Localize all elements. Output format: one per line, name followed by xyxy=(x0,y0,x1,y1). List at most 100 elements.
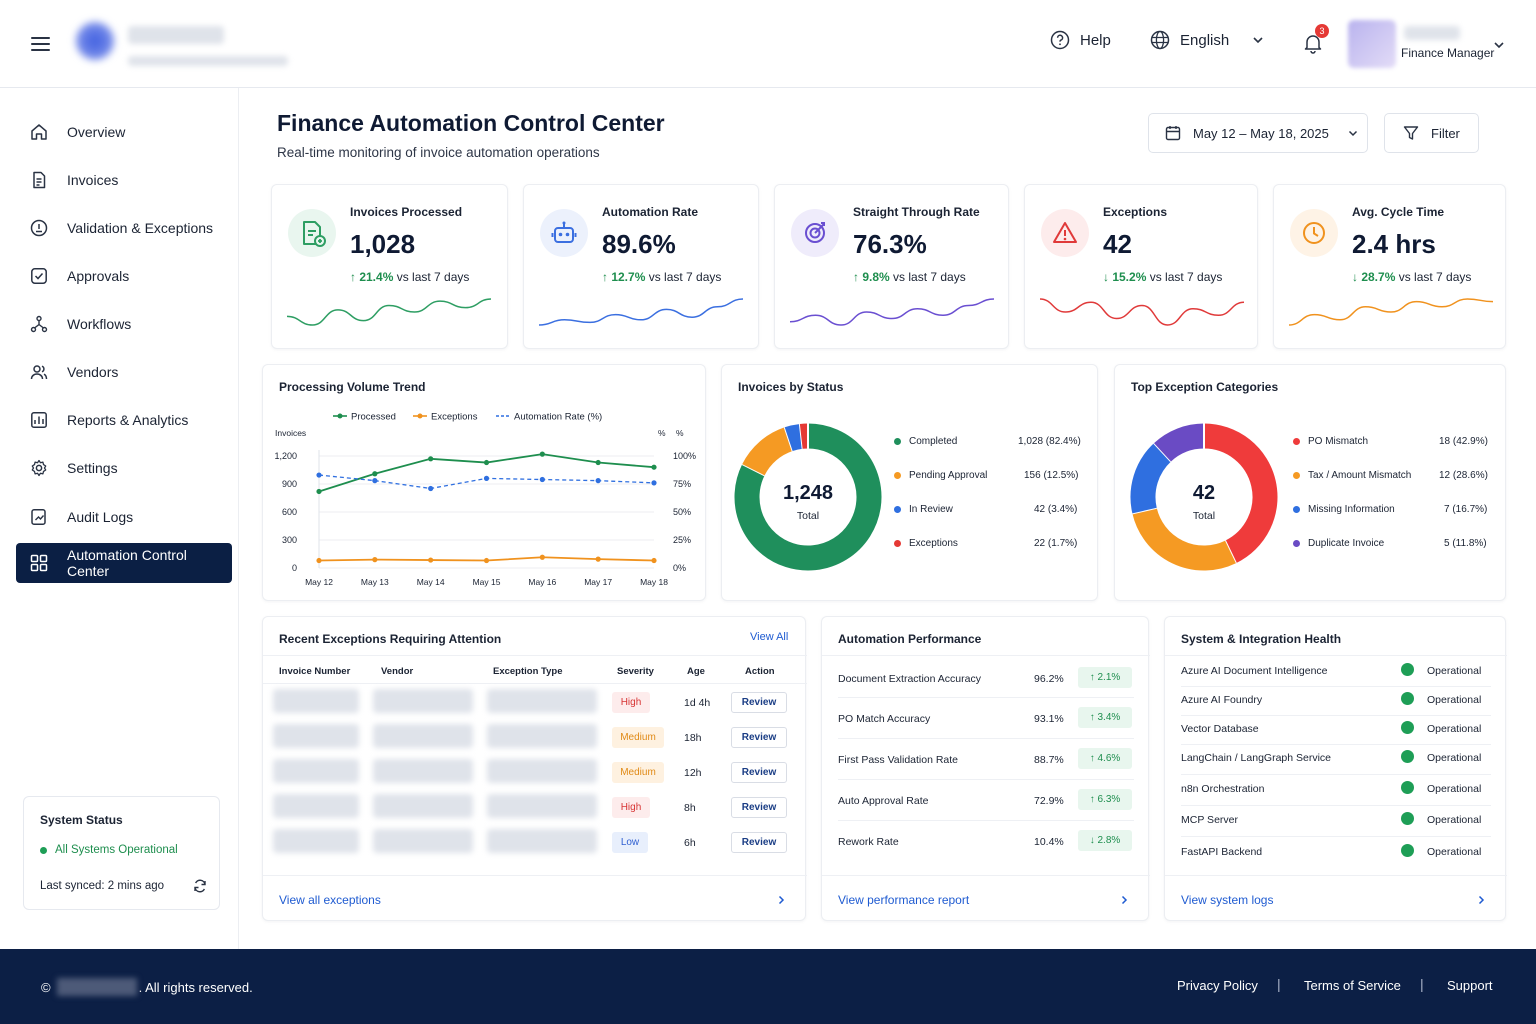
avatar[interactable] xyxy=(1348,20,1396,68)
language-select[interactable]: English xyxy=(1150,30,1265,50)
kpi-value: 42 xyxy=(1103,229,1132,259)
legend-label: Exceptions xyxy=(909,538,958,549)
sidebar-item-label: Settings xyxy=(67,460,118,476)
privacy-policy-link[interactable]: Privacy Policy xyxy=(1177,978,1258,993)
sidebar-item-approvals[interactable]: Approvals xyxy=(16,256,232,296)
chevron-right-icon[interactable] xyxy=(1475,894,1487,906)
user-name-redacted xyxy=(1404,26,1460,40)
notifications-button[interactable]: 3 xyxy=(1302,24,1329,59)
kpi-card-invoices-processed[interactable]: Invoices Processed 1,028 ↑ 21.4% vs last… xyxy=(271,184,508,349)
y2-tick-label: 100% xyxy=(673,451,696,461)
card-title: System & Integration Health xyxy=(1181,632,1342,646)
kpi-card-straight-through-rate[interactable]: Straight Through Rate 76.3% ↑ 9.8% vs la… xyxy=(774,184,1009,349)
help-button[interactable]: Help xyxy=(1050,30,1111,50)
kpi-value: 76.3% xyxy=(853,229,927,259)
y2-tick-label: 50% xyxy=(673,507,691,517)
review-button[interactable]: Review xyxy=(731,832,787,853)
sidebar-item-validation[interactable]: Validation & Exceptions xyxy=(16,208,232,248)
copyright-symbol: © xyxy=(41,979,51,995)
severity-badge: Medium xyxy=(612,762,664,783)
sidebar-item-invoices[interactable]: Invoices xyxy=(16,160,232,200)
y-axis-label: Invoices xyxy=(275,428,306,438)
data-point xyxy=(539,451,545,457)
sidebar-item-vendors[interactable]: Vendors xyxy=(16,352,232,392)
health-row: LangChain / LangGraph Service Operational xyxy=(1181,750,1501,764)
sidebar-item-automation-control-center[interactable]: Automation Control Center xyxy=(16,543,232,583)
menu-icon[interactable] xyxy=(31,37,50,51)
legend-value: 42 (3.4%) xyxy=(1034,504,1078,515)
sidebar: Overview Invoices Validation & Exception… xyxy=(0,88,239,949)
legend-item-missing-information: Missing Information 7 (16.7%) xyxy=(1293,504,1487,515)
company-name-redacted xyxy=(128,26,224,44)
notification-badge: 3 xyxy=(1315,24,1329,38)
data-point xyxy=(316,472,322,478)
sidebar-item-workflows[interactable]: Workflows xyxy=(16,304,232,344)
sidebar-item-overview[interactable]: Overview xyxy=(16,112,232,152)
kpi-delta: ↑ 12.7% vs last 7 days xyxy=(602,270,721,284)
gear-icon xyxy=(31,459,47,477)
data-point xyxy=(316,488,322,495)
kpi-sparkline xyxy=(1288,298,1494,326)
data-point xyxy=(595,478,601,484)
y-tick-label: 0 xyxy=(292,563,297,573)
support-link[interactable]: Support xyxy=(1447,978,1493,993)
health-row: Azure AI Foundry Operational xyxy=(1181,692,1501,706)
y2-axis-label: % xyxy=(676,428,684,438)
kpi-value: 89.6% xyxy=(602,229,676,259)
slice-gap xyxy=(798,423,804,449)
legend-item-exceptions: Exceptions 22 (1.7%) xyxy=(894,538,1077,549)
system-status-text: All Systems Operational xyxy=(55,844,178,856)
document-icon xyxy=(33,171,46,189)
sidebar-item-reports[interactable]: Reports & Analytics xyxy=(16,400,232,440)
kpi-value: 2.4 hrs xyxy=(1352,229,1436,259)
column-header-invoice-number: Invoice Number xyxy=(279,666,351,677)
view-system-logs-link[interactable]: View system logs xyxy=(1181,893,1274,907)
check-circle-icon xyxy=(1401,781,1414,794)
metric-label: First Pass Validation Rate xyxy=(838,754,959,766)
service-status: Operational xyxy=(1427,783,1482,795)
kpi-sparkline xyxy=(789,298,995,326)
chevron-right-icon[interactable] xyxy=(775,894,787,906)
chevron-down-icon xyxy=(1348,130,1357,137)
view-performance-report-link[interactable]: View performance report xyxy=(838,893,970,907)
service-status: Operational xyxy=(1427,814,1482,826)
review-button[interactable]: Review xyxy=(731,727,787,748)
age-value: 12h xyxy=(684,767,702,779)
review-button[interactable]: Review xyxy=(731,692,787,713)
data-point xyxy=(372,478,378,484)
performance-row: Auto Approval Rate 72.9% ↑ 6.3% xyxy=(838,789,1134,810)
sidebar-item-label: Invoices xyxy=(67,172,119,188)
date-range-picker[interactable]: May 12 – May 18, 2025 xyxy=(1148,113,1368,153)
check-circle-icon xyxy=(1401,750,1414,763)
kpi-delta-suffix: vs last 7 days xyxy=(645,270,722,284)
review-button[interactable]: Review xyxy=(731,797,787,818)
kpi-delta: ↑ 21.4% vs last 7 days xyxy=(350,270,469,284)
y-tick-label: 1,200 xyxy=(274,451,297,461)
kpi-delta: ↑ 9.8% vs last 7 days xyxy=(853,270,966,284)
user-menu-chevron-icon[interactable] xyxy=(1492,38,1506,52)
legend-dot-icon xyxy=(1293,438,1300,445)
calendar-icon xyxy=(1165,126,1181,141)
donut-center-value: 1,248 xyxy=(783,482,833,504)
y2-axis-label: % xyxy=(658,428,666,438)
refresh-icon[interactable] xyxy=(193,879,207,893)
date-range-label: May 12 – May 18, 2025 xyxy=(1193,125,1329,141)
terms-of-service-link[interactable]: Terms of Service xyxy=(1304,978,1401,993)
chevron-right-icon[interactable] xyxy=(1118,894,1130,906)
top-exception-categories-card: Top Exception Categories 42 Total PO Mism… xyxy=(1114,364,1506,601)
review-button[interactable]: Review xyxy=(731,762,787,783)
bell-icon xyxy=(1304,35,1322,54)
sidebar-item-audit-logs[interactable]: Audit Logs xyxy=(16,497,232,537)
globe-icon xyxy=(1150,30,1170,50)
kpi-card-automation-rate[interactable]: Automation Rate 89.6% ↑ 12.7% vs last 7 … xyxy=(523,184,759,349)
metric-delta-badge: ↑ 4.6% xyxy=(1078,748,1132,769)
view-all-exceptions-link[interactable]: View all exceptions xyxy=(279,893,381,907)
filter-button[interactable]: Filter xyxy=(1384,113,1479,153)
sidebar-item-settings[interactable]: Settings xyxy=(16,448,232,488)
health-row: n8n Orchestration Operational xyxy=(1181,781,1501,795)
kpi-card-exceptions[interactable]: Exceptions 42 ↓ 15.2% vs last 7 days xyxy=(1024,184,1258,349)
kpi-card-avg-cycle-time[interactable]: Avg. Cycle Time 2.4 hrs ↓ 28.7% vs last … xyxy=(1273,184,1506,349)
service-name: Vector Database xyxy=(1181,723,1259,735)
invoices-by-status-donut: 1,248 Total xyxy=(734,423,882,571)
view-all-link[interactable]: View All xyxy=(750,631,789,643)
